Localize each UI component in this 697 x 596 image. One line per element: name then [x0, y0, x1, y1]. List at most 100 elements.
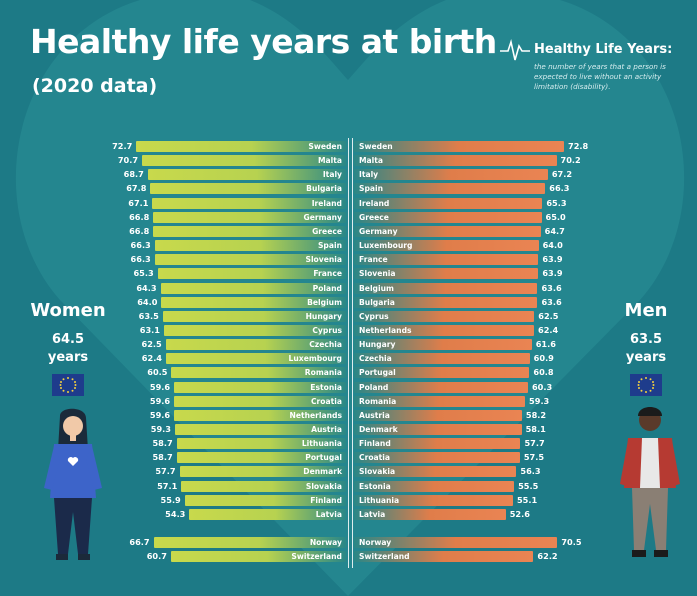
category-label: Estonia [359, 481, 391, 491]
category-label: Netherlands [289, 410, 342, 420]
category-label: Spain [359, 184, 384, 194]
bar-mark [354, 225, 541, 237]
category-label: France [359, 255, 388, 265]
bar-mark [162, 310, 346, 322]
data-label: 70.2 [560, 155, 581, 166]
data-label: 59.6 [149, 381, 171, 392]
bar-mark [354, 537, 558, 549]
data-label: 70.7 [117, 155, 139, 166]
bar-mark [189, 508, 346, 520]
bar-mark [354, 367, 530, 379]
data-label: 64.7 [544, 225, 565, 236]
bar-mark [354, 268, 539, 280]
data-label: 63.5 [138, 310, 159, 321]
category-label: Malta [359, 156, 384, 166]
bar-mark [354, 452, 520, 464]
bar-mark [176, 452, 346, 464]
bar-mark [150, 183, 346, 195]
category-label: Ireland [311, 198, 342, 208]
bar-mark [171, 367, 346, 379]
data-label: 72.8 [568, 141, 589, 151]
bar-mark [165, 339, 346, 351]
data-label: 57.7 [155, 466, 176, 477]
legend-heading: Healthy Life Years: [534, 42, 673, 57]
panel-divider-right [352, 138, 353, 568]
bar-mark [160, 282, 346, 294]
data-label: 65.3 [133, 268, 154, 279]
heartbeat-icon [500, 39, 530, 61]
bar-mark [154, 240, 346, 252]
data-label: 56.3 [520, 466, 541, 477]
category-label: Hungary [359, 340, 396, 350]
data-label: 59.3 [150, 424, 171, 434]
women-label: Women [30, 300, 106, 321]
data-label: 64.0 [542, 240, 563, 251]
category-label: Sweden [359, 142, 393, 151]
category-label: Slovakia [359, 467, 396, 477]
category-label: Latvia [359, 509, 386, 519]
bar-mark [142, 155, 346, 167]
data-label: 57.7 [524, 438, 545, 449]
bar-mark [354, 508, 506, 520]
bar-mark [170, 551, 346, 563]
bar-mark [354, 494, 513, 506]
data-label: 66.3 [549, 183, 570, 194]
category-label: Slovenia [305, 255, 342, 265]
category-label: Lithuania [301, 439, 342, 449]
category-label: Croatia [310, 396, 342, 406]
bar-mark [354, 197, 543, 209]
data-label: 63.6 [541, 296, 562, 307]
women-average-unit: years [47, 350, 89, 365]
chart-title: Healthy life years at birth [30, 22, 497, 61]
data-label: 54.3 [165, 508, 186, 519]
category-label: Denmark [359, 425, 398, 434]
data-label: 52.6 [509, 508, 530, 519]
bar-mark [354, 409, 522, 421]
bar-mark [153, 225, 346, 237]
data-label: 59.3 [529, 395, 550, 406]
category-label: Luxembourg [359, 241, 413, 251]
data-label: 67.8 [126, 183, 147, 194]
data-label: 66.3 [130, 254, 151, 265]
category-label: Belgium [359, 283, 394, 293]
category-label: Finland [359, 439, 391, 449]
data-label: 63.9 [542, 268, 563, 279]
bar-mark [184, 494, 346, 506]
data-label: 58.2 [525, 409, 547, 420]
category-label: Slovenia [359, 269, 396, 279]
data-label: 62.5 [141, 339, 162, 350]
data-label: 62.4 [538, 324, 559, 335]
bar-mark [354, 141, 564, 152]
category-label: Norway [359, 538, 392, 548]
bar-mark [163, 324, 346, 336]
men-average-unit: years [625, 350, 667, 365]
category-label: Norway [309, 538, 342, 548]
category-label: Finland [310, 495, 342, 505]
bar-mark [176, 438, 346, 450]
category-label: Romania [304, 368, 342, 378]
data-label: 63.1 [139, 324, 160, 335]
men-label: Men [624, 300, 668, 321]
eu-flag-icon [630, 374, 662, 396]
bar-mark [153, 211, 346, 223]
data-label: 58.1 [525, 424, 546, 434]
data-label: 64.3 [136, 282, 157, 293]
category-label: Germany [359, 226, 398, 236]
bar-mark [354, 395, 526, 407]
category-label: Switzerland [359, 552, 410, 562]
men-average-value: 63.5 [629, 332, 663, 347]
panel-divider-left [348, 138, 349, 568]
category-label: Sweden [308, 142, 342, 151]
bar-mark [152, 197, 346, 209]
category-label: Latvia [315, 509, 342, 519]
data-label: 60.5 [147, 367, 168, 378]
data-label: 64.0 [137, 296, 158, 307]
category-label: Belgium [307, 297, 342, 307]
bar-mark [354, 296, 538, 308]
category-label: Czechia [309, 340, 342, 350]
bar-mark [354, 169, 548, 181]
woman-illustration [44, 408, 102, 560]
bar-mark [354, 480, 515, 492]
data-label: 60.8 [533, 367, 554, 378]
